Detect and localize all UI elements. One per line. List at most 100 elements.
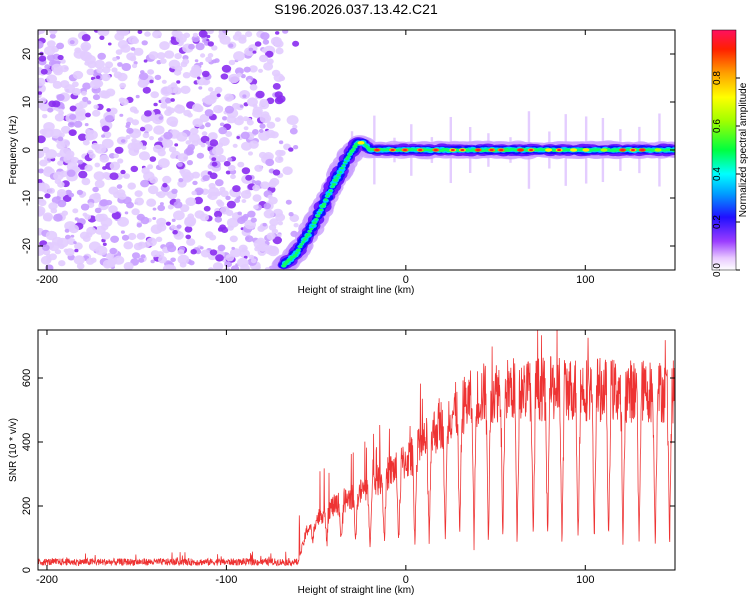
- noise-blob: [125, 135, 131, 140]
- noise-blob: [50, 128, 63, 139]
- noise-blob: [195, 42, 205, 51]
- noise-blob: [59, 80, 70, 89]
- noise-blob: [153, 102, 158, 107]
- noise-blob: [100, 223, 109, 231]
- noise-blob: [205, 56, 213, 63]
- noise-blob: [117, 216, 129, 227]
- spectrogram-x-tick-label: 100: [576, 274, 594, 286]
- noise-blob: [180, 169, 191, 178]
- noise-blob: [250, 258, 257, 264]
- noise-blob: [96, 67, 104, 74]
- noise-blob: [86, 100, 92, 105]
- noise-blob: [121, 63, 132, 71]
- trace-blob: [351, 148, 356, 151]
- trace-blob: [342, 164, 346, 167]
- noise-blob: [223, 160, 231, 167]
- noise-blob: [242, 94, 247, 98]
- noise-blob: [225, 254, 235, 262]
- noise-blob: [142, 132, 150, 139]
- noise-blob: [38, 91, 42, 95]
- noise-blob: [123, 173, 131, 179]
- noise-blob: [200, 53, 206, 58]
- noise-blob: [232, 185, 241, 193]
- noise-blob: [238, 36, 247, 44]
- noise-blob: [208, 87, 214, 92]
- noise-blob: [228, 59, 236, 66]
- noise-blob: [139, 72, 149, 81]
- noise-blob: [110, 235, 119, 243]
- noise-blob: [264, 267, 271, 270]
- noise-blob: [70, 234, 75, 238]
- noise-blob: [123, 241, 134, 250]
- noise-blob: [82, 235, 91, 243]
- noise-blob: [272, 228, 279, 234]
- noise-blob: [254, 41, 262, 47]
- noise-blob: [157, 137, 163, 142]
- trace-hotspot: [357, 141, 365, 145]
- noise-blob: [94, 59, 105, 69]
- noise-blob: [57, 160, 64, 166]
- snr-x-tick-label: 0: [403, 574, 409, 586]
- noise-blob: [64, 228, 70, 233]
- noise-blob: [152, 207, 157, 211]
- noise-blob: [143, 124, 153, 132]
- noise-blob: [124, 211, 129, 215]
- noise-blob: [57, 199, 67, 208]
- noise-blob: [157, 204, 166, 212]
- noise-blob: [194, 187, 204, 196]
- noise-blob: [94, 207, 102, 214]
- trace-peak: [433, 149, 438, 151]
- noise-blob: [286, 115, 299, 126]
- noise-blob: [154, 74, 162, 81]
- noise-blob: [141, 40, 148, 46]
- trace-peak: [640, 149, 645, 151]
- noise-blob: [261, 111, 270, 119]
- noise-blob: [101, 134, 106, 138]
- noise-blob: [136, 232, 146, 240]
- noise-blob: [47, 107, 54, 113]
- noise-blob: [191, 190, 197, 196]
- noise-blob: [222, 30, 229, 34]
- noise-blob: [108, 42, 112, 46]
- colorbar-tick-label: 0.6: [712, 119, 723, 133]
- noise-blob: [84, 164, 93, 172]
- trace-peak: [499, 149, 504, 151]
- trace-hotspot: [654, 148, 662, 152]
- noise-blob: [146, 198, 157, 207]
- trace-blob: [333, 178, 338, 182]
- trace-hotspot: [545, 148, 553, 152]
- noise-blob: [91, 142, 100, 150]
- noise-blob: [259, 54, 269, 63]
- noise-blob: [240, 74, 246, 79]
- noise-blob: [159, 41, 170, 51]
- noise-blob: [274, 40, 284, 48]
- noise-blob: [176, 224, 182, 229]
- noise-blob: [38, 208, 45, 217]
- noise-blob: [167, 204, 174, 210]
- noise-blob: [277, 221, 283, 226]
- trace-peak: [403, 149, 407, 151]
- noise-blob: [220, 73, 229, 80]
- noise-blob: [162, 138, 174, 148]
- noise-blob: [103, 131, 112, 139]
- trace-blob: [297, 245, 303, 249]
- noise-blob: [215, 179, 224, 187]
- noise-blob: [149, 136, 154, 141]
- noise-blob: [137, 30, 143, 34]
- trace-blob: [315, 214, 320, 218]
- snr-x-tick-label: 100: [576, 574, 594, 586]
- noise-blob: [266, 232, 276, 241]
- noise-blob: [149, 156, 157, 162]
- noise-blob: [86, 68, 95, 76]
- noise-blob: [207, 41, 214, 47]
- trace-peak: [557, 149, 562, 151]
- noise-blob: [243, 66, 251, 73]
- noise-blob: [68, 192, 75, 198]
- noise-blob: [120, 169, 126, 175]
- noise-blob: [236, 136, 240, 139]
- trace-blob: [300, 243, 304, 246]
- noise-blob: [251, 180, 256, 184]
- noise-blob: [159, 202, 164, 206]
- noise-blob: [266, 97, 275, 105]
- noise-blob: [111, 211, 121, 220]
